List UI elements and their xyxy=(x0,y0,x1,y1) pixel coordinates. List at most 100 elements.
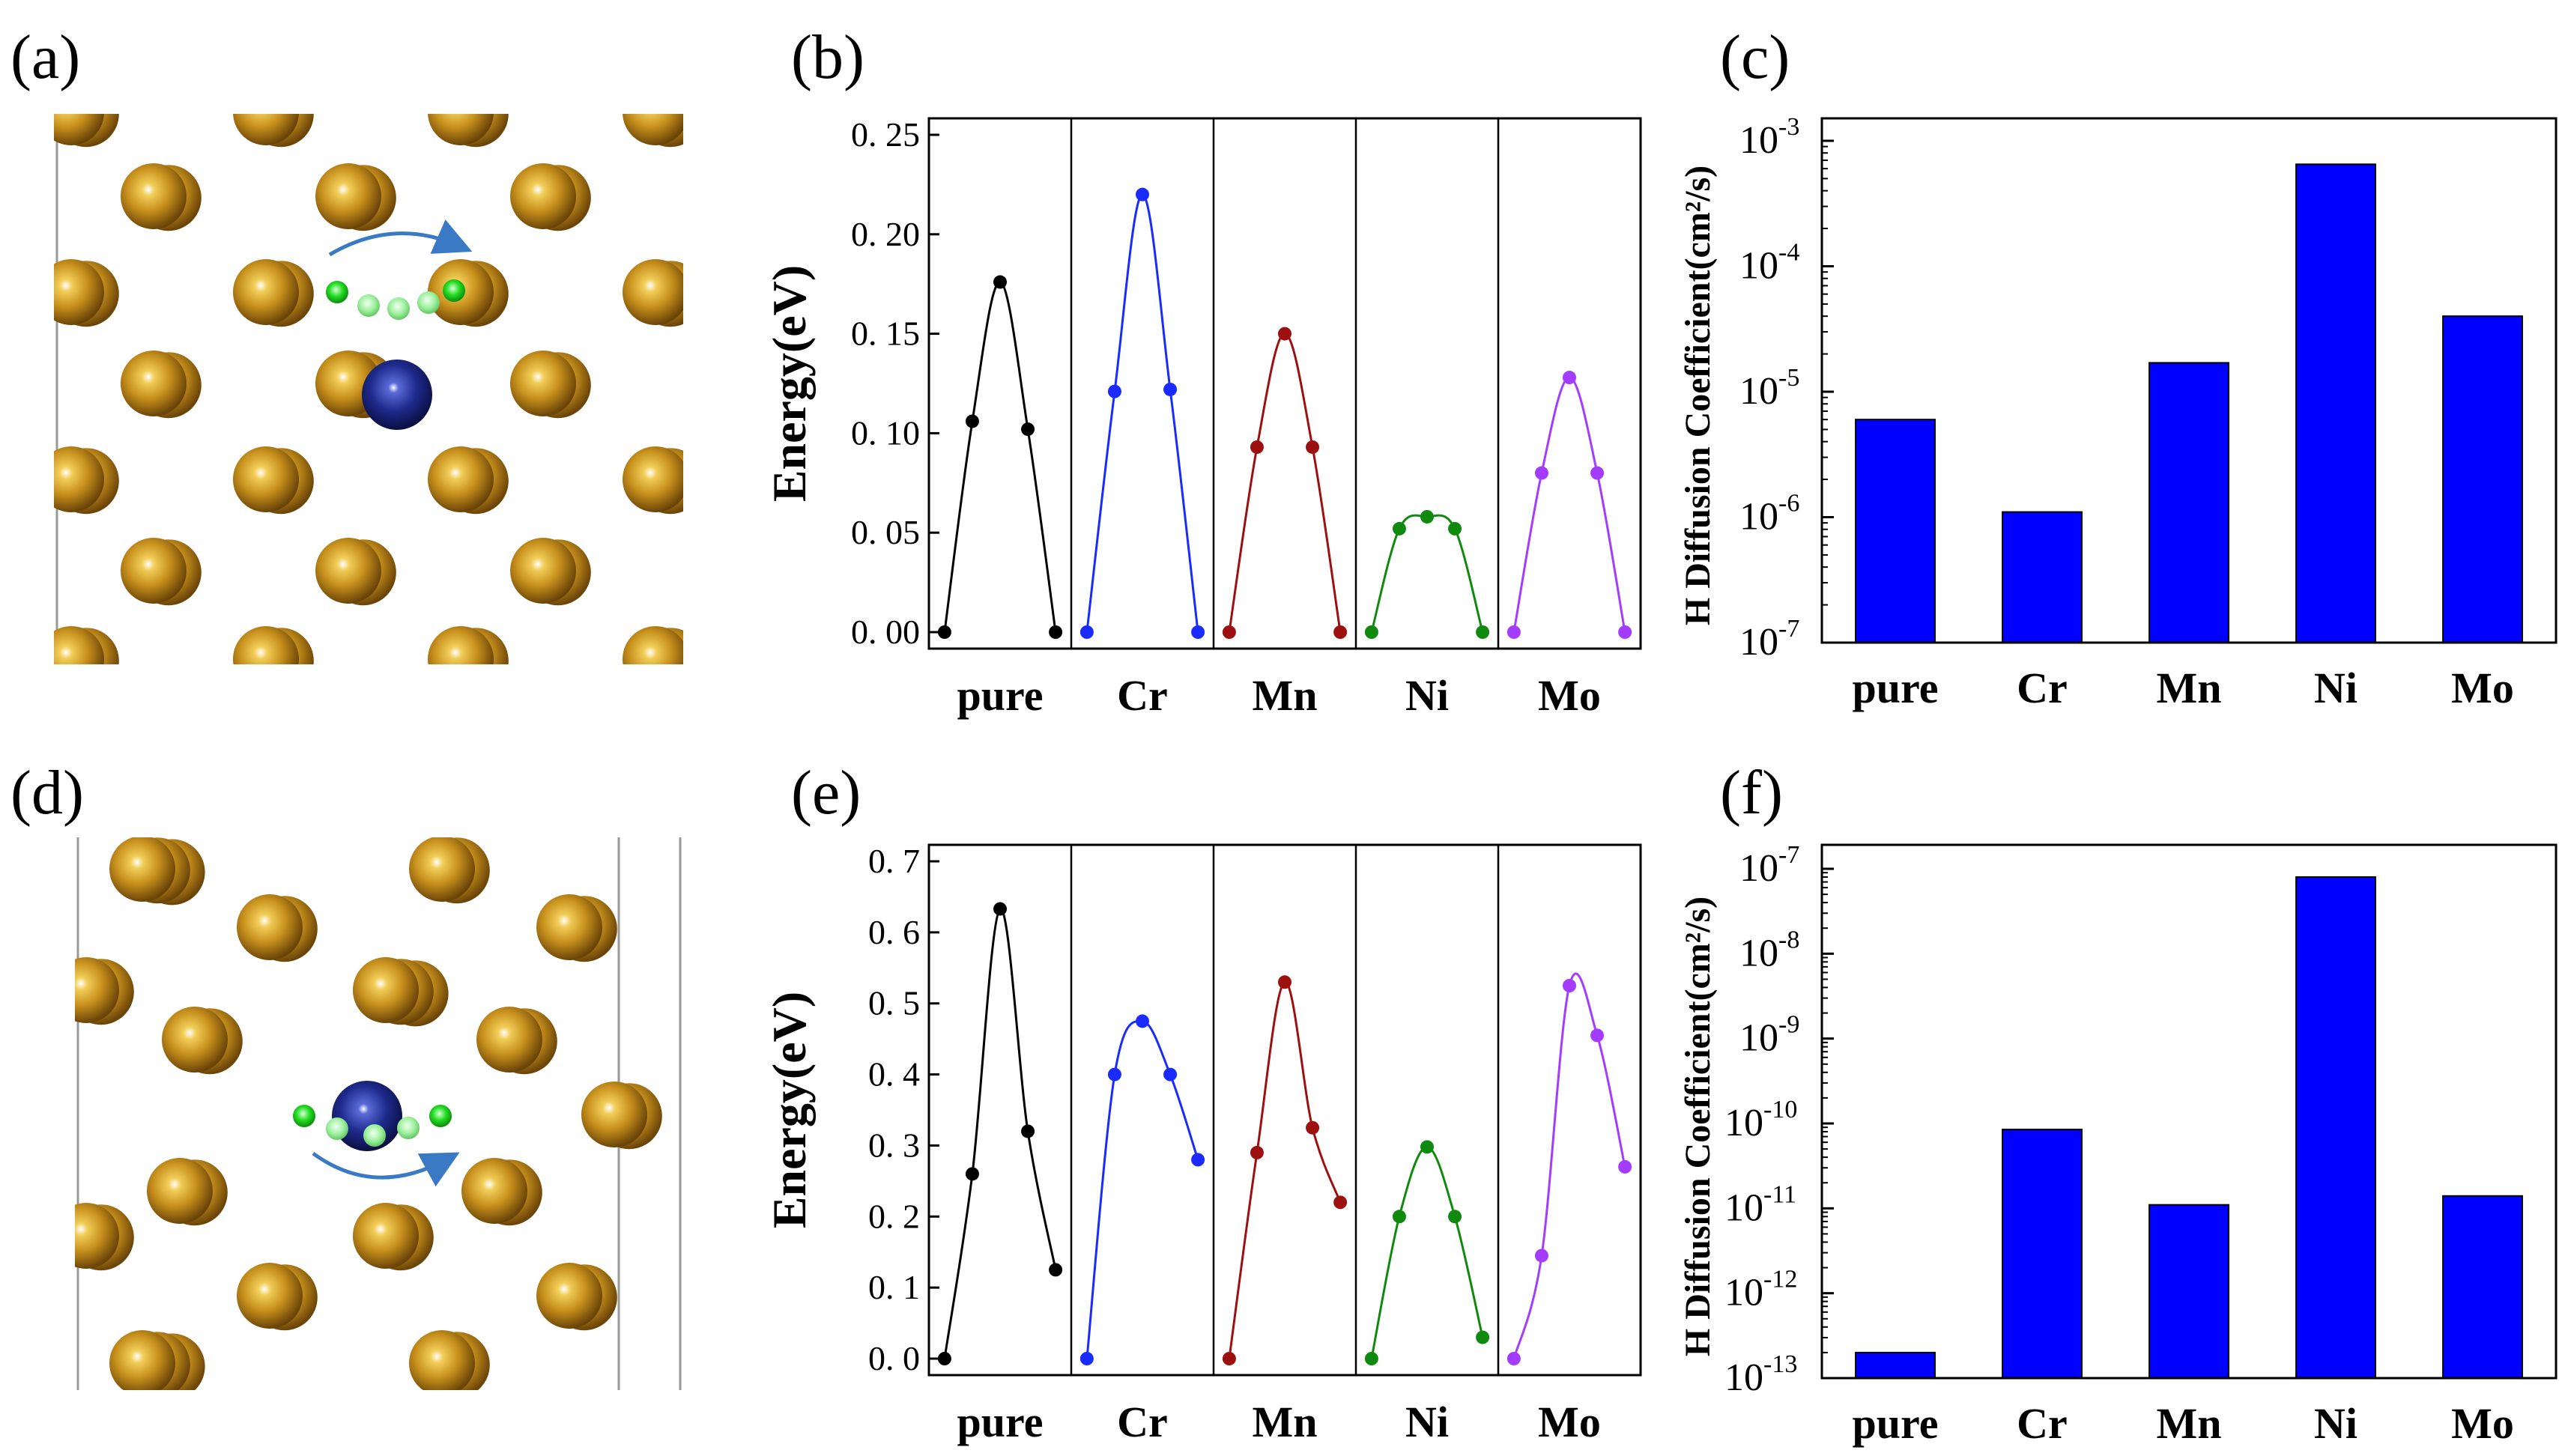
data-point-Mo xyxy=(1534,1249,1548,1263)
data-point-Mn xyxy=(1306,1120,1320,1135)
fe-atom xyxy=(581,1082,647,1147)
x-category-label: Mn xyxy=(1253,671,1318,720)
y-tick-label: 0. 3 xyxy=(868,1126,920,1164)
y-tick-label: 10 xyxy=(1739,370,1778,413)
y-tick-exponent: -8 xyxy=(1778,926,1799,953)
data-point-Cr xyxy=(1079,625,1094,639)
data-point-Mo xyxy=(1534,466,1548,480)
fe-atom xyxy=(237,1263,303,1329)
diffusion-bar-chart-f: pure Cr Mn Ni Mo10-1310-1210-1110-1010-910-8… xyxy=(1678,841,2558,1448)
data-point-Mo xyxy=(1563,979,1576,992)
fe-atom xyxy=(353,1203,419,1269)
y-tick-label: 10 xyxy=(1724,1272,1763,1314)
data-point-Ni xyxy=(1392,1210,1406,1224)
x-category-label: Mo xyxy=(1538,1398,1601,1446)
x-category-label: pure xyxy=(1853,664,1939,712)
y-tick-label: 0. 05 xyxy=(851,513,920,551)
y-tick-label: 0. 15 xyxy=(851,315,920,353)
bar-Ni xyxy=(2295,876,2376,1379)
series-line-Cr xyxy=(1085,193,1199,633)
y-tick-label: 10 xyxy=(1739,847,1778,890)
y-tick-label: 0. 1 xyxy=(868,1268,920,1306)
h-atom xyxy=(326,1117,348,1140)
x-category-label: Mo xyxy=(2451,664,2514,712)
y-tick-label: 0. 4 xyxy=(868,1055,920,1093)
data-point-Ni xyxy=(1364,1352,1378,1365)
data-point-pure xyxy=(1049,1263,1063,1277)
series-line-pure xyxy=(943,281,1057,633)
data-point-pure xyxy=(965,414,979,428)
y-tick-label: 10 xyxy=(1739,496,1778,539)
data-point-Mo xyxy=(1506,625,1521,639)
y-tick-label: 0. 20 xyxy=(851,215,920,253)
series-line-Ni xyxy=(1370,514,1484,633)
fe-atom xyxy=(54,259,104,325)
fe-atom xyxy=(54,626,104,664)
fe-atom xyxy=(428,446,494,512)
bar-pure xyxy=(1855,419,1936,643)
fe-atom xyxy=(536,1263,602,1329)
fe-atom xyxy=(510,538,576,604)
plot-frame xyxy=(1820,117,2558,644)
bar-Mn xyxy=(2148,1204,2229,1380)
data-point-Mn xyxy=(1306,440,1320,454)
data-point-Mn xyxy=(1278,975,1291,989)
y-tick-label: 0. 7 xyxy=(868,842,920,880)
bar-Mn xyxy=(2148,362,2229,643)
fe-atom xyxy=(109,837,175,902)
fe-atom xyxy=(428,626,494,664)
series-line-Mo xyxy=(1512,972,1626,1359)
y-tick-label: 0. 10 xyxy=(851,413,920,452)
data-point-Mo xyxy=(1506,1352,1521,1365)
data-point-Mo xyxy=(1618,1159,1632,1174)
fe-atom xyxy=(623,626,683,664)
x-category-label: Mn xyxy=(2157,664,2222,712)
fe-atom xyxy=(54,446,104,512)
x-category-label: pure xyxy=(1853,1399,1939,1448)
fe-atom xyxy=(233,114,299,145)
plot-frame xyxy=(927,843,1642,1377)
data-point-Cr xyxy=(1136,187,1149,201)
series-line-Ni xyxy=(1370,1145,1484,1359)
h-atom xyxy=(326,281,348,303)
energy-profile-chart-b: 0. 00 0. 05 0. 10 0. 15 0. 20 0. 25 Energy(eV)… xyxy=(763,115,1642,720)
data-point-Mo xyxy=(1618,625,1632,639)
data-point-Cr xyxy=(1136,1014,1149,1028)
h-atom xyxy=(397,1117,420,1139)
fe-atom xyxy=(623,446,683,512)
y-tick-label: 10 xyxy=(1724,1356,1763,1399)
series-line-Mo xyxy=(1512,376,1626,633)
data-point-Mo xyxy=(1590,1028,1605,1043)
y-tick-label: 0. 0 xyxy=(868,1339,920,1377)
y-tick-exponent: -9 xyxy=(1778,1011,1799,1039)
data-point-Ni xyxy=(1448,521,1462,536)
bar-Cr xyxy=(2002,511,2083,643)
x-category-label: Ni xyxy=(2314,664,2357,712)
plot-frame xyxy=(1820,843,2558,1380)
fe-atom xyxy=(623,114,683,145)
h-atom xyxy=(357,294,380,317)
y-tick-exponent: -11 xyxy=(1763,1180,1796,1208)
fe-atom xyxy=(510,351,576,416)
y-tick-exponent: -10 xyxy=(1763,1096,1797,1123)
data-point-Mo xyxy=(1590,466,1605,480)
panel-label-a: (a) xyxy=(10,22,80,92)
h-atom xyxy=(443,279,465,302)
y-tick-exponent: -4 xyxy=(1778,239,1799,267)
fe-atom xyxy=(121,351,187,416)
y-tick-label: 0. 00 xyxy=(851,613,920,651)
energy-profile-chart-e: 0. 0 0. 1 0. 2 0. 3 0. 4 0. 5 0. 6 0. 7 Energy(e… xyxy=(763,842,1642,1446)
fe-atom xyxy=(121,538,187,604)
y-axis-label: Energy(eV) xyxy=(763,992,816,1228)
fe-atom xyxy=(237,894,303,960)
diffusion-arrow xyxy=(328,219,473,257)
y-tick-label: 10 xyxy=(1739,932,1778,974)
y-tick-label: 10 xyxy=(1739,621,1778,664)
data-point-Mn xyxy=(1250,1145,1264,1159)
fe-atom xyxy=(510,163,576,229)
data-point-Mn xyxy=(1333,1195,1348,1210)
fe-atom xyxy=(54,114,104,145)
fe-atom xyxy=(409,837,475,902)
